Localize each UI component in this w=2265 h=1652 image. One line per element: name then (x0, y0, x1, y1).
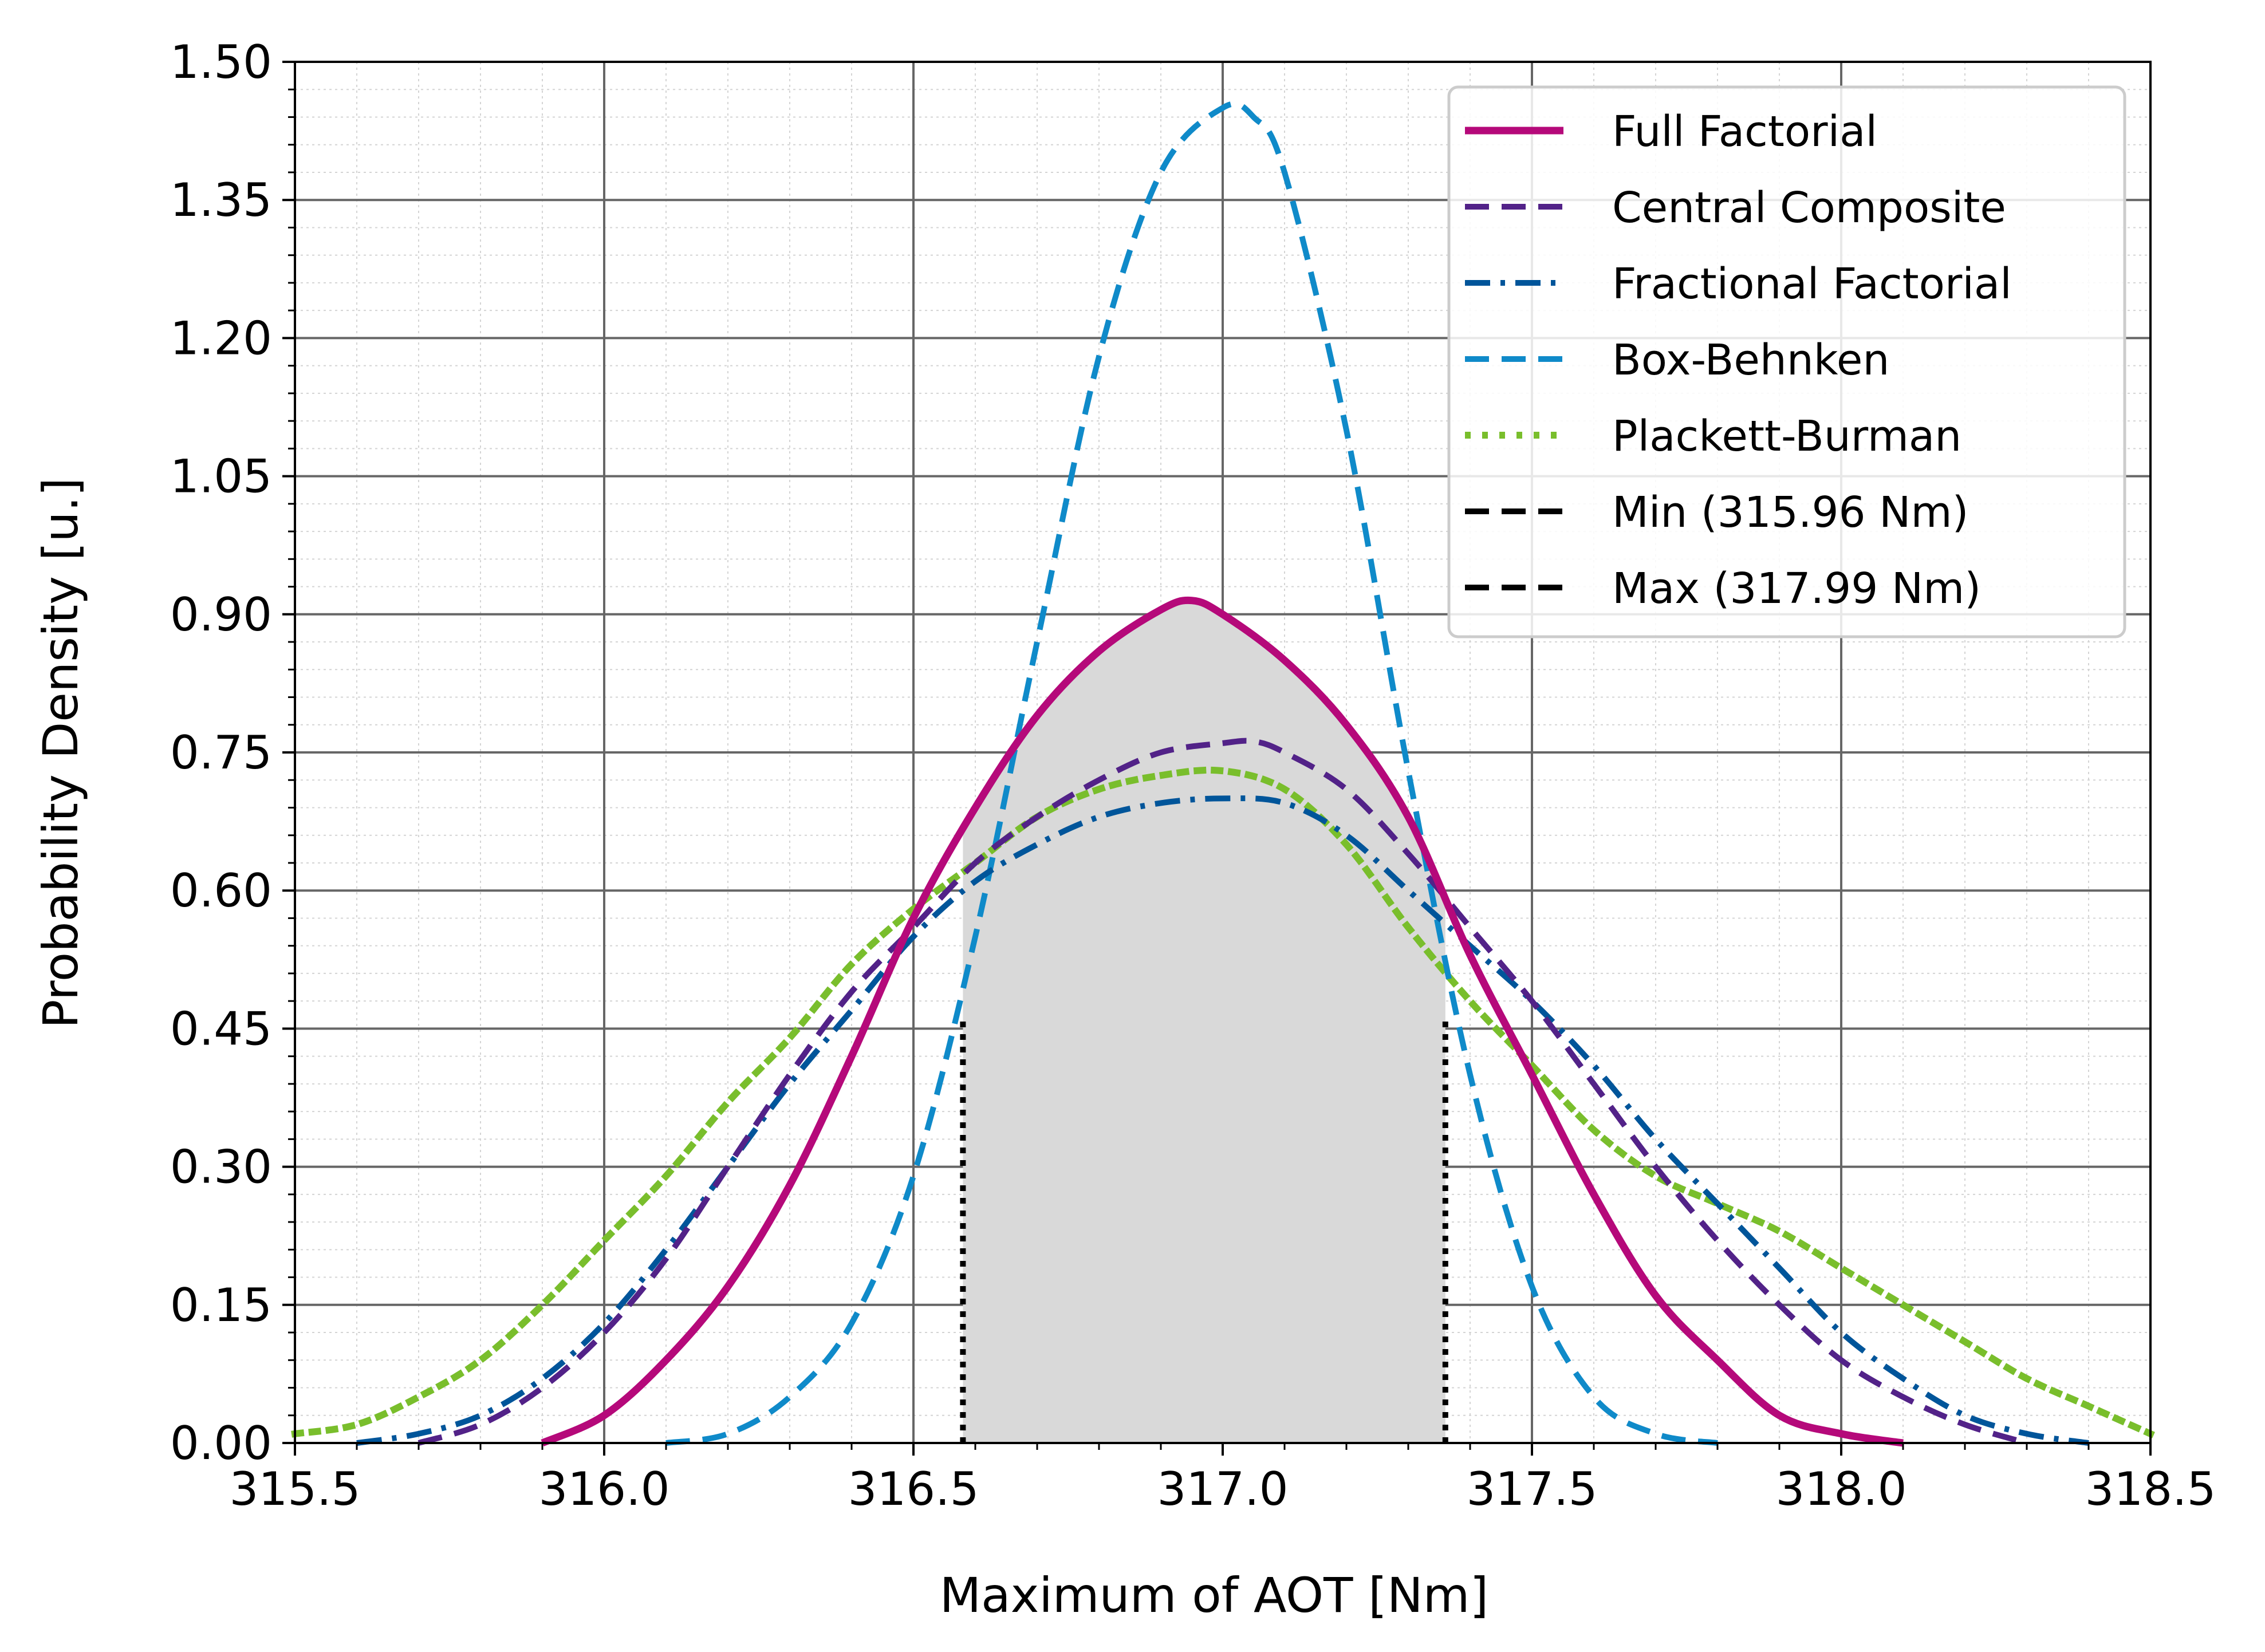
y-tick-label: 1.35 (170, 174, 272, 227)
legend-label: Fractional Factorial (1612, 259, 2012, 309)
y-tick-label: 0.00 (170, 1417, 272, 1470)
y-tick-label: 0.15 (170, 1279, 272, 1332)
y-tick-label: 0.90 (170, 588, 272, 641)
legend-label: Plackett-Burman (1612, 412, 1961, 461)
series-line-plackett-burman (291, 766, 2155, 1438)
y-tick-label: 1.50 (170, 36, 272, 89)
series-line-fractional-factorial (356, 795, 2089, 1446)
x-tick-label: 318.5 (2085, 1462, 2216, 1516)
y-tick-label: 1.20 (170, 312, 272, 365)
y-tick-label: 1.05 (170, 450, 272, 503)
shaded-area (963, 600, 1445, 1443)
y-tick-label: 0.30 (170, 1141, 272, 1194)
y-tick-label: 0.45 (170, 1002, 272, 1055)
legend-label: Min (315.96 Nm) (1612, 488, 1968, 537)
legend-label: Max (317.99 Nm) (1612, 564, 1981, 613)
series-layer (291, 101, 2155, 1447)
x-tick-label: 316.0 (538, 1462, 669, 1516)
x-tick-label: 317.5 (1466, 1462, 1597, 1516)
legend-label: Full Factorial (1612, 107, 1877, 156)
tick-layer: 315.5 316.0 316.5 317.0 317.5 318.0 318.5 0.00 0… (170, 36, 2216, 1516)
x-axis-label: Maximum of AOT [Nm] (940, 1567, 1489, 1623)
legend-label: Central Composite (1612, 183, 2006, 232)
legend: Full Factorial Central Composite Fractiona… (1447, 85, 2126, 638)
x-tick-label: 315.5 (229, 1462, 360, 1516)
y-tick-label: 0.75 (170, 726, 272, 779)
x-tick-label: 317.0 (1157, 1462, 1288, 1516)
series-line-central-composite (417, 738, 2028, 1446)
y-tick-label: 0.60 (170, 864, 272, 917)
legend-box (1447, 85, 2126, 638)
legend-label: Box-Behnken (1612, 336, 1889, 385)
legend-entries: Full Factorial Central Composite Fractiona… (1465, 107, 2012, 613)
x-tick-label: 316.5 (848, 1462, 979, 1516)
shaded-interval (960, 600, 1448, 1443)
series-line-box-behnken (665, 101, 1718, 1446)
y-axis-label: Probability Density [u.] (33, 478, 89, 1028)
x-tick-label: 318.0 (1775, 1462, 1906, 1516)
series-line-full-factorial (541, 596, 1904, 1447)
